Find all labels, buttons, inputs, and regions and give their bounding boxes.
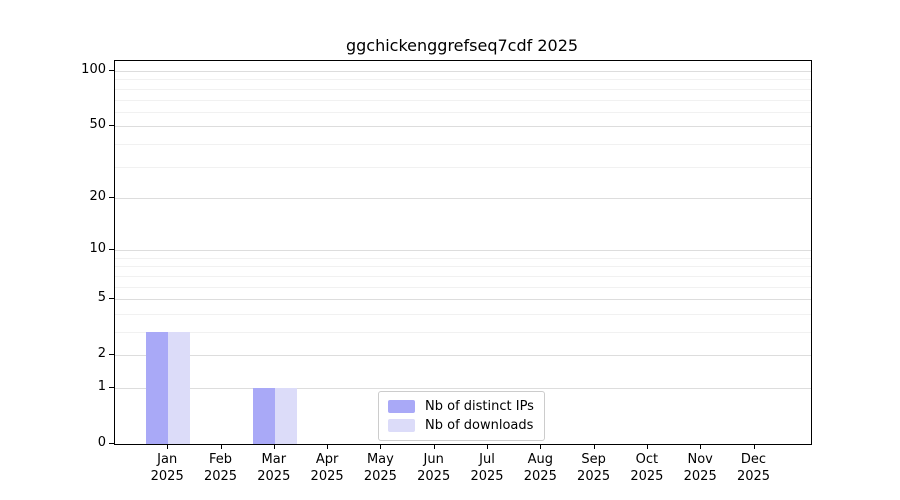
bar-nb-of-distinct-ips-mar-2025 <box>252 388 275 444</box>
legend-swatch-downloads <box>388 419 415 432</box>
gridline-major-20 <box>115 197 811 199</box>
y-tick-label-20: 20 <box>89 188 106 204</box>
plot-area: Nb of distinct IPs Nb of downloads <box>114 60 812 445</box>
x-tick-mark-dec-2025 <box>753 444 755 449</box>
y-tick-label-5: 5 <box>97 290 106 306</box>
x-tick-label-dec-2025: Dec 2025 <box>736 452 771 484</box>
legend-label-distinct-ips: Nb of distinct IPs <box>425 399 534 414</box>
chart-title: ggchickenggrefseq7cdf 2025 <box>345 36 579 55</box>
x-tick-label-jan-2025: Jan 2025 <box>150 452 184 484</box>
gridline-minor-30 <box>115 166 811 168</box>
x-tick-label-jun-2025: Jun 2025 <box>417 452 451 484</box>
x-tick-mark-mar-2025 <box>273 444 275 449</box>
gridline-minor-8 <box>115 266 811 268</box>
y-tick-mark-10 <box>109 249 114 251</box>
x-tick-label-jul-2025: Jul 2025 <box>470 452 504 484</box>
y-tick-mark-50 <box>109 125 114 127</box>
bar-nb-of-distinct-ips-jan-2025 <box>146 332 169 444</box>
legend-item-downloads: Nb of downloads <box>388 418 534 433</box>
y-tick-label-50: 50 <box>89 117 106 133</box>
gridline-major-10 <box>115 250 811 252</box>
gridline-minor-3 <box>115 332 811 333</box>
x-tick-mark-may-2025 <box>380 444 382 449</box>
x-tick-mark-nov-2025 <box>700 444 702 449</box>
gridline-minor-4 <box>115 313 811 315</box>
x-tick-label-may-2025: May 2025 <box>363 452 397 484</box>
gridline-minor-80 <box>115 88 811 90</box>
x-tick-mark-jul-2025 <box>487 444 488 449</box>
gridline-minor-60 <box>115 111 811 113</box>
x-tick-label-apr-2025: Apr 2025 <box>310 452 344 484</box>
gridline-minor-9 <box>115 257 811 259</box>
y-tick-label-10: 10 <box>89 241 106 257</box>
bar-nb-of-downloads-jan-2025 <box>168 332 191 444</box>
x-tick-label-feb-2025: Feb 2025 <box>203 452 238 484</box>
y-tick-mark-0 <box>109 443 114 444</box>
x-tick-label-aug-2025: Aug 2025 <box>523 452 557 484</box>
y-tick-label-1: 1 <box>97 379 106 394</box>
y-tick-label-0: 0 <box>97 435 106 450</box>
gridline-minor-7 <box>115 275 811 277</box>
gridline-minor-90 <box>115 79 811 81</box>
bar-nb-of-downloads-mar-2025 <box>274 388 297 444</box>
legend-swatch-distinct-ips <box>388 400 415 413</box>
gridline-major-100 <box>115 71 811 72</box>
x-tick-mark-jan-2025 <box>167 444 169 449</box>
y-tick-mark-2 <box>109 354 114 356</box>
legend: Nb of distinct IPs Nb of downloads <box>378 391 545 441</box>
x-tick-mark-oct-2025 <box>646 444 648 449</box>
x-tick-mark-apr-2025 <box>327 444 329 449</box>
gridline-minor-6 <box>115 286 811 288</box>
x-tick-mark-sep-2025 <box>593 444 595 449</box>
x-tick-label-sep-2025: Sep 2025 <box>577 452 611 484</box>
x-tick-mark-feb-2025 <box>220 444 222 449</box>
y-tick-mark-1 <box>109 387 114 388</box>
y-tick-mark-5 <box>109 298 114 300</box>
gridline-major-5 <box>115 299 811 301</box>
gridline-minor-70 <box>115 99 811 101</box>
x-tick-label-oct-2025: Oct 2025 <box>630 452 664 484</box>
y-tick-mark-20 <box>109 196 114 198</box>
x-tick-mark-jun-2025 <box>433 444 435 449</box>
y-tick-mark-100 <box>109 70 114 71</box>
legend-label-downloads: Nb of downloads <box>425 418 534 433</box>
y-tick-label-100: 100 <box>81 62 106 77</box>
legend-item-distinct-ips: Nb of distinct IPs <box>388 399 534 414</box>
x-tick-label-mar-2025: Mar 2025 <box>257 452 291 484</box>
gridline-major-2 <box>115 355 811 357</box>
x-tick-label-nov-2025: Nov 2025 <box>683 452 717 484</box>
gridline-major-1 <box>115 388 811 389</box>
gridline-minor-40 <box>115 143 811 145</box>
y-tick-label-2: 2 <box>97 346 106 362</box>
x-tick-mark-aug-2025 <box>540 444 542 449</box>
gridline-major-50 <box>115 126 811 128</box>
